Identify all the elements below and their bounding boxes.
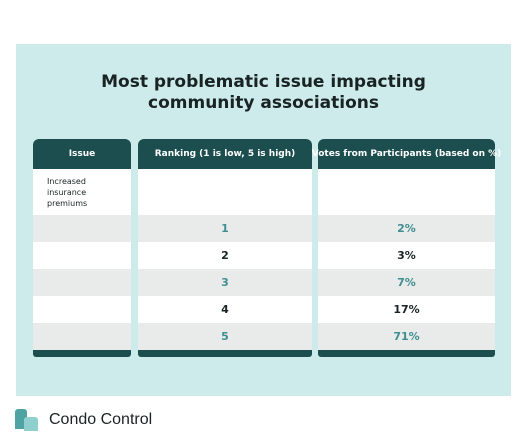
condo-control-logo-icon (15, 409, 39, 431)
votes-column-header: Votes from Participants (based on %) (312, 139, 501, 169)
chart-title: Most problematic issue impacting communi… (16, 72, 511, 114)
votes-cell-4: 17% (318, 296, 495, 323)
votes-column-footer (318, 350, 495, 357)
issue-text: Increased insurance premiums (33, 169, 131, 209)
votes-cell-2: 3% (318, 242, 495, 269)
issue-blank-cell-5 (33, 323, 131, 350)
issue-text-line-2: insurance (47, 188, 87, 197)
votes-cell-1: 2% (318, 215, 495, 242)
ranking-cell-5: 5 (138, 323, 312, 350)
issue-text-line-1: Increased (47, 177, 86, 186)
issue-blank-cell-2 (33, 242, 131, 269)
chart-title-line-2: community associations (148, 93, 379, 113)
issue-blank-cell-4 (33, 296, 131, 323)
issue-blank-cell-3 (33, 269, 131, 296)
issue-column-footer (33, 350, 131, 357)
brand: Condo Control (15, 409, 152, 431)
ranking-cell-2: 2 (138, 242, 312, 269)
issue-column-header: Issue (33, 139, 131, 169)
ranking-cell-1: 1 (138, 215, 312, 242)
votes-blank-cell (318, 169, 495, 215)
issue-cell: Increased insurance premiums (33, 169, 131, 215)
issue-text-line-3: premiums (47, 199, 88, 208)
ranking-cell-3: 3 (138, 269, 312, 296)
votes-column: Votes from Participants (based on %) 2% … (312, 139, 501, 359)
issue-blank-cell-1 (33, 215, 131, 242)
votes-cell-3: 7% (318, 269, 495, 296)
ranking-column-header: Ranking (1 is low, 5 is high) (138, 139, 312, 169)
ranking-blank-cell (138, 169, 312, 215)
ranking-column: Ranking (1 is low, 5 is high) 1 2 3 4 5 (138, 139, 312, 359)
chart-title-line-1: Most problematic issue impacting (101, 72, 426, 92)
brand-name: Condo Control (49, 411, 153, 428)
votes-cell-5: 71% (318, 323, 495, 350)
chart-panel: Most problematic issue impacting communi… (16, 44, 511, 396)
ranking-column-footer (138, 350, 312, 357)
ranking-cell-4: 4 (138, 296, 312, 323)
issue-column: Issue Increased insurance premiums (33, 139, 131, 359)
